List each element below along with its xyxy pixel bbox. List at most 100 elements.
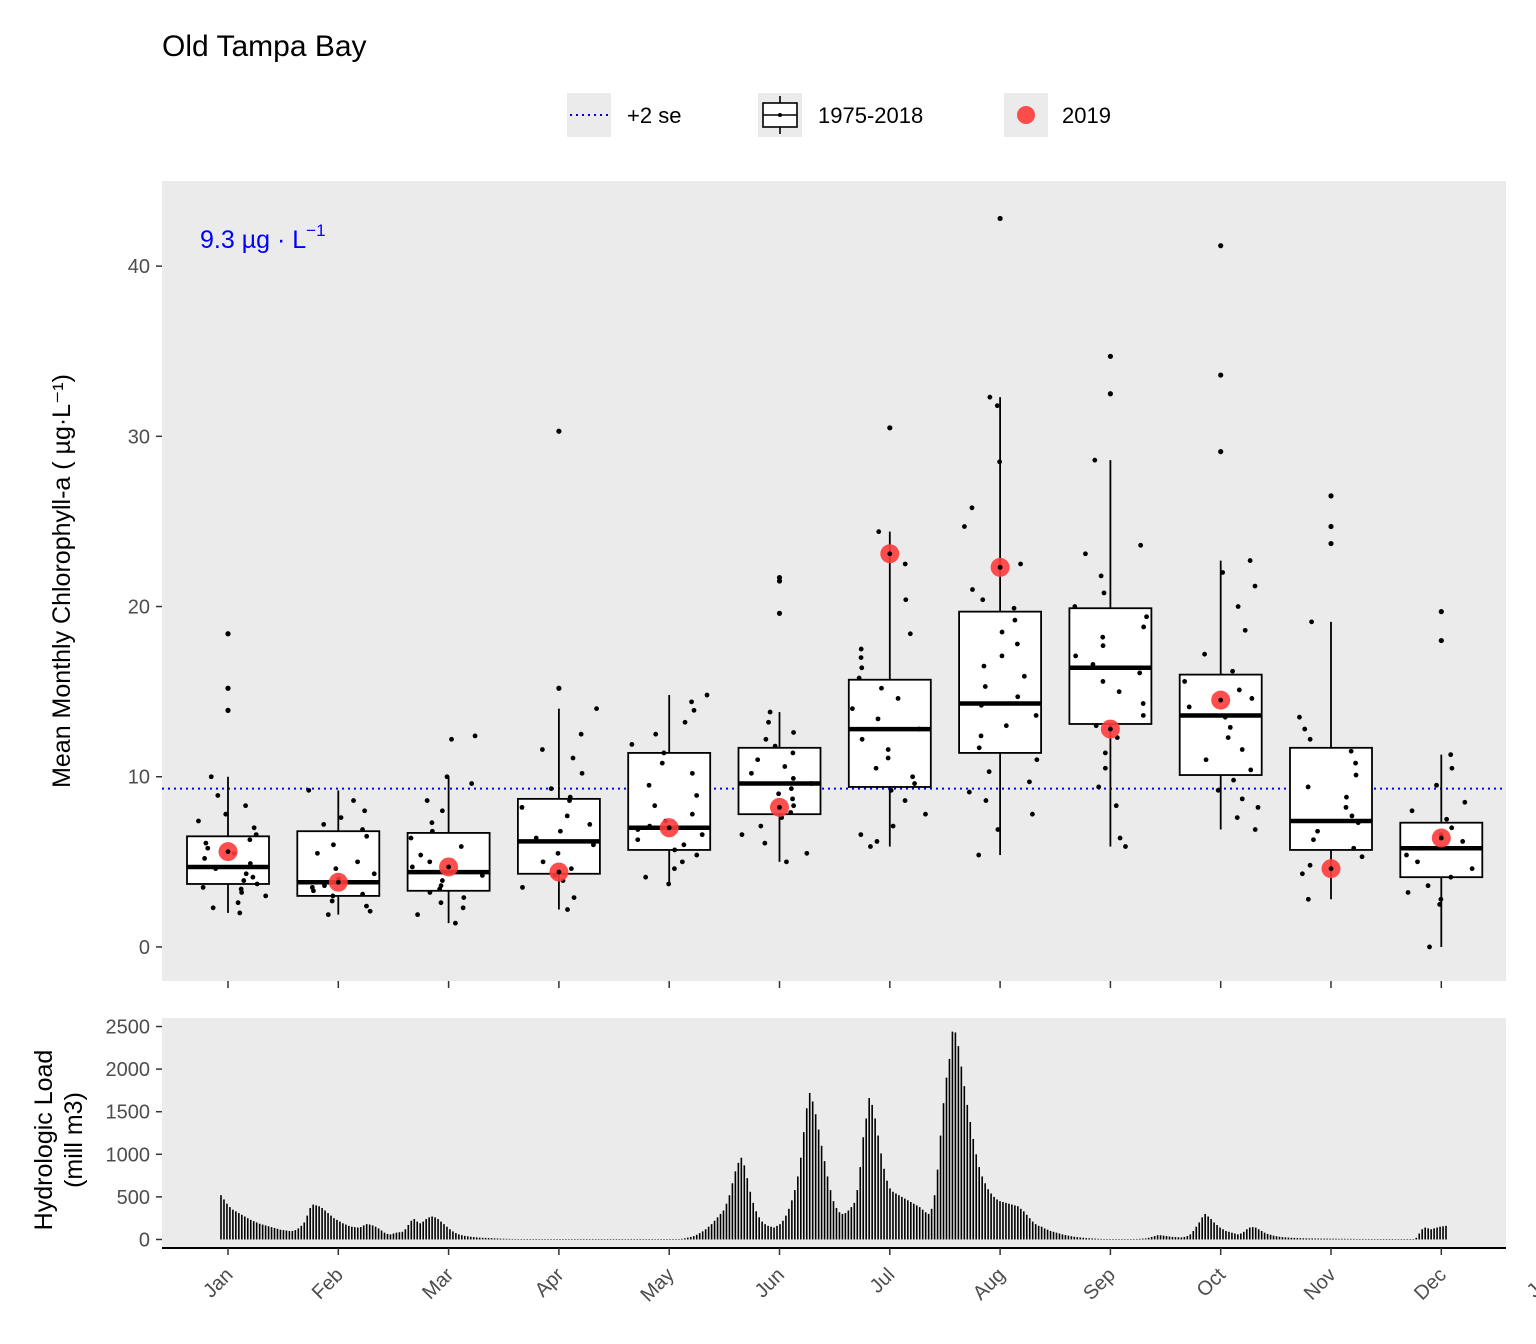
observation-point — [1242, 627, 1248, 633]
hydrologic-bar — [782, 1220, 784, 1240]
observation-point — [1236, 687, 1242, 693]
observation-point — [1220, 570, 1226, 575]
observation-point — [758, 823, 764, 829]
hydrologic-bar — [273, 1227, 276, 1240]
observation-point — [982, 684, 988, 689]
hydrologic-bar — [1281, 1237, 1284, 1240]
hydrologic-bar — [550, 1239, 552, 1240]
hydrologic-bar — [767, 1225, 769, 1240]
observation-point — [910, 774, 916, 780]
observation-point — [689, 770, 695, 776]
observation-point — [439, 878, 445, 883]
observation-point — [1449, 825, 1455, 831]
observation-point — [1225, 735, 1231, 740]
outlier-point — [1438, 637, 1444, 644]
hydrologic-bar — [752, 1202, 755, 1240]
chlorophyll-panel-background — [162, 181, 1506, 981]
hydrologic-bar — [1254, 1227, 1257, 1240]
hydrologic-bar — [1442, 1226, 1444, 1240]
hydrologic-bar — [924, 1212, 927, 1240]
observation-point — [243, 871, 249, 877]
hydrologic-bar — [517, 1239, 520, 1240]
hydrologic-bar — [588, 1239, 591, 1240]
boxplot-may — [627, 695, 712, 884]
hydrologic-bar — [859, 1167, 862, 1240]
observation-point — [1072, 604, 1078, 609]
hydrologic-bar — [419, 1223, 422, 1240]
observation-point — [1227, 724, 1233, 730]
observation-point — [976, 745, 982, 751]
hydrologic-bar — [285, 1230, 288, 1240]
hydrologic-bar — [838, 1212, 841, 1240]
point-2019-center — [335, 879, 341, 885]
hydrologic-bar — [1097, 1238, 1099, 1240]
observation-point — [438, 900, 444, 906]
observation-point — [689, 811, 695, 817]
observation-point — [1353, 772, 1359, 778]
hydrologic-bar — [312, 1204, 314, 1240]
hydrologic-bar — [794, 1190, 796, 1240]
hydrologic-bar — [1323, 1238, 1325, 1240]
observation-point — [1305, 784, 1311, 790]
observation-point — [243, 803, 248, 809]
hydrologic-bar — [276, 1228, 279, 1240]
hydrologic-bar — [1379, 1239, 1382, 1240]
observation-point — [1297, 714, 1302, 720]
observation-point — [1141, 624, 1147, 630]
hydrologic-bar — [954, 1032, 957, 1240]
observation-point — [564, 813, 570, 819]
hydrologic-bar — [933, 1195, 936, 1240]
observation-point — [461, 895, 467, 900]
hydrologic-bar — [1308, 1238, 1311, 1240]
hydrologic-bar — [1326, 1238, 1328, 1240]
hydrologic-bar — [466, 1236, 469, 1240]
observation-point — [1239, 747, 1245, 752]
hydrologic-bar — [687, 1237, 689, 1240]
observation-point — [856, 675, 862, 681]
hydrologic-bar — [856, 1190, 859, 1240]
observation-point — [976, 852, 982, 858]
observation-point — [699, 832, 705, 838]
hydrologic-bar — [1394, 1239, 1397, 1240]
observation-point — [1034, 757, 1040, 763]
hydrologic-bar — [1022, 1211, 1025, 1240]
hydrologic-bar — [880, 1153, 882, 1240]
observation-point — [1425, 883, 1431, 889]
hydrologic-bar — [559, 1239, 561, 1240]
observation-point — [1015, 694, 1021, 700]
observation-point — [652, 803, 658, 809]
observation-point — [1349, 813, 1355, 819]
observation-point — [235, 900, 241, 906]
observation-point — [978, 733, 984, 739]
hydrologic-bar — [621, 1239, 624, 1240]
box-iqr — [847, 678, 932, 788]
hydrologic-bar — [1064, 1235, 1067, 1240]
observation-point — [767, 709, 773, 715]
hydrologic-bar — [963, 1086, 966, 1240]
hydrologic-bar — [1248, 1227, 1251, 1240]
hydrologic-bar — [377, 1228, 380, 1240]
observation-point — [591, 842, 596, 848]
hydrologic-bar — [585, 1239, 588, 1240]
hydrologic-bar — [571, 1239, 573, 1240]
observation-point — [557, 828, 563, 834]
hydrologic-bar — [1147, 1237, 1150, 1240]
observation-point — [1100, 679, 1106, 684]
hydrologic-bar — [1052, 1231, 1055, 1240]
observation-point — [571, 895, 577, 900]
hydrologic-bar — [969, 1121, 972, 1240]
hydrologic-bar — [1228, 1231, 1230, 1240]
hydrologic-bar — [1370, 1239, 1373, 1240]
legend-key-2019-point — [1017, 106, 1035, 124]
point-2019-center — [887, 551, 893, 557]
hydrologic-bar — [1002, 1202, 1004, 1240]
hydrologic-bar — [568, 1239, 570, 1240]
hydrologic-bar — [1388, 1239, 1391, 1240]
observation-point — [981, 663, 987, 669]
hydrologic-bar — [835, 1207, 838, 1240]
hydrologic-bar — [475, 1237, 478, 1240]
hydrologic-bar — [689, 1236, 692, 1240]
point-2019-center — [225, 849, 231, 855]
hydrologic-bar — [529, 1239, 532, 1240]
observation-point — [1438, 896, 1444, 902]
